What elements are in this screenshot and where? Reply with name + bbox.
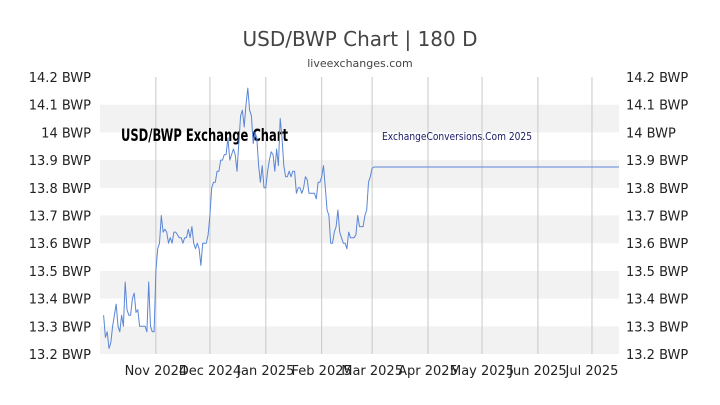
y-tick-label: 13.6 BWP <box>626 237 688 252</box>
chart-subtitle: liveexchanges.com <box>307 57 412 70</box>
chart-title: USD/BWP Chart | 180 D <box>242 27 477 51</box>
y-tick-label: 13.4 BWP <box>626 293 688 308</box>
watermark-right: ExchangeConversions.Com 2025 <box>382 130 532 143</box>
y-tick-label: 14 BWP <box>626 126 676 141</box>
x-tick-label: Jul 2025 <box>565 364 619 379</box>
y-tick-label: 13.7 BWP <box>29 210 91 225</box>
x-tick-label: Jan 2025 <box>236 364 294 379</box>
y-tick-label: 13.8 BWP <box>626 182 688 197</box>
y-tick-label: 13.5 BWP <box>626 265 688 280</box>
y-tick-label: 14.2 BWP <box>626 71 688 86</box>
x-tick-label: Jun 2025 <box>508 364 567 379</box>
y-axis-left: 13.2 BWP 13.3 BWP 13.4 BWP 13.5 BWP 13.6 BWP… <box>29 71 91 363</box>
x-tick-label: Mar 2025 <box>341 364 403 379</box>
x-tick-label: May 2025 <box>450 364 514 379</box>
series-line <box>103 87 619 349</box>
y-tick-label: 14 BWP <box>41 126 91 141</box>
watermark-left: USD/BWP Exchange Chart <box>121 126 288 146</box>
grid-band <box>100 326 619 354</box>
y-tick-label: 13.3 BWP <box>29 320 91 335</box>
y-tick-label: 13.5 BWP <box>29 265 91 280</box>
x-tick-label: Feb 2025 <box>292 364 352 379</box>
y-tick-label: 13.7 BWP <box>626 210 688 225</box>
y-tick-label: 13.6 BWP <box>29 237 91 252</box>
y-tick-label: 13.3 BWP <box>626 320 688 335</box>
y-tick-label: 14.1 BWP <box>626 99 688 114</box>
x-tick-label: Apr 2025 <box>398 364 458 379</box>
y-tick-label: 13.8 BWP <box>29 182 91 197</box>
x-tick-label: Dec 2024 <box>179 364 241 379</box>
y-tick-label: 14.1 BWP <box>29 99 91 114</box>
grid-band <box>100 104 619 133</box>
y-axis-right: 13.2 BWP 13.3 BWP 13.4 BWP 13.5 BWP 13.6 BWP… <box>626 71 688 363</box>
y-tick-label: 13.2 BWP <box>626 348 688 363</box>
plot-background <box>100 77 619 354</box>
y-tick-label: 13.9 BWP <box>29 154 91 169</box>
y-tick-label: 13.2 BWP <box>29 348 91 363</box>
vertical-grid <box>155 77 593 354</box>
y-tick-label: 14.2 BWP <box>29 71 91 86</box>
grid-band <box>100 270 619 299</box>
grid-band <box>100 160 619 188</box>
y-tick-label: 13.4 BWP <box>29 293 91 308</box>
x-tick-label: Nov 2024 <box>125 364 188 379</box>
y-tick-label: 13.9 BWP <box>626 154 688 169</box>
grid-band <box>100 215 619 244</box>
